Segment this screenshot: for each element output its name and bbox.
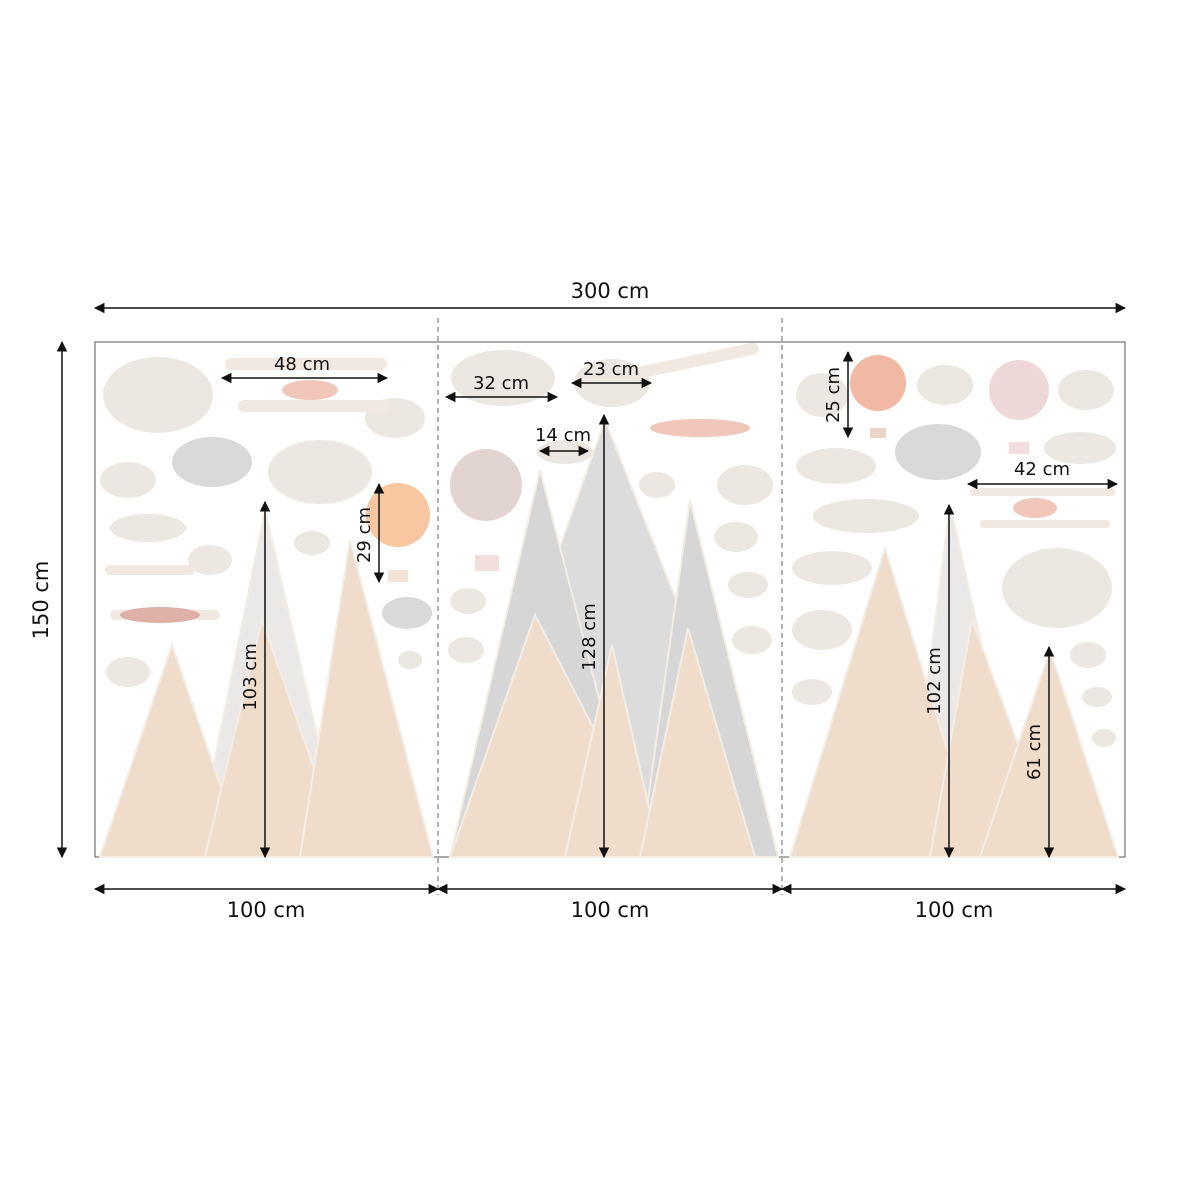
dimension-label: 23 cm [583,359,639,380]
dimension-label: 102 cm [924,647,945,715]
dimension-label: 42 cm [1014,459,1070,480]
planes [105,342,1115,623]
dimension-label: 128 cm [579,603,600,671]
dimension-label: 48 cm [274,354,330,375]
total-width: 300 cm [571,279,650,303]
total-height: 150 cm [29,561,53,640]
dimension-label: 61 cm [1024,724,1045,780]
panel-width: 100 cm [571,898,650,922]
panel-width: 100 cm [227,898,306,922]
dimension-label: 32 cm [473,373,529,394]
dimension-label: 103 cm [240,643,261,711]
dimension-label: 29 cm [354,507,375,563]
dimension-label: 14 cm [535,425,591,446]
dimension-label: 25 cm [823,367,844,423]
mountains [98,417,1120,858]
panel-width: 100 cm [915,898,994,922]
